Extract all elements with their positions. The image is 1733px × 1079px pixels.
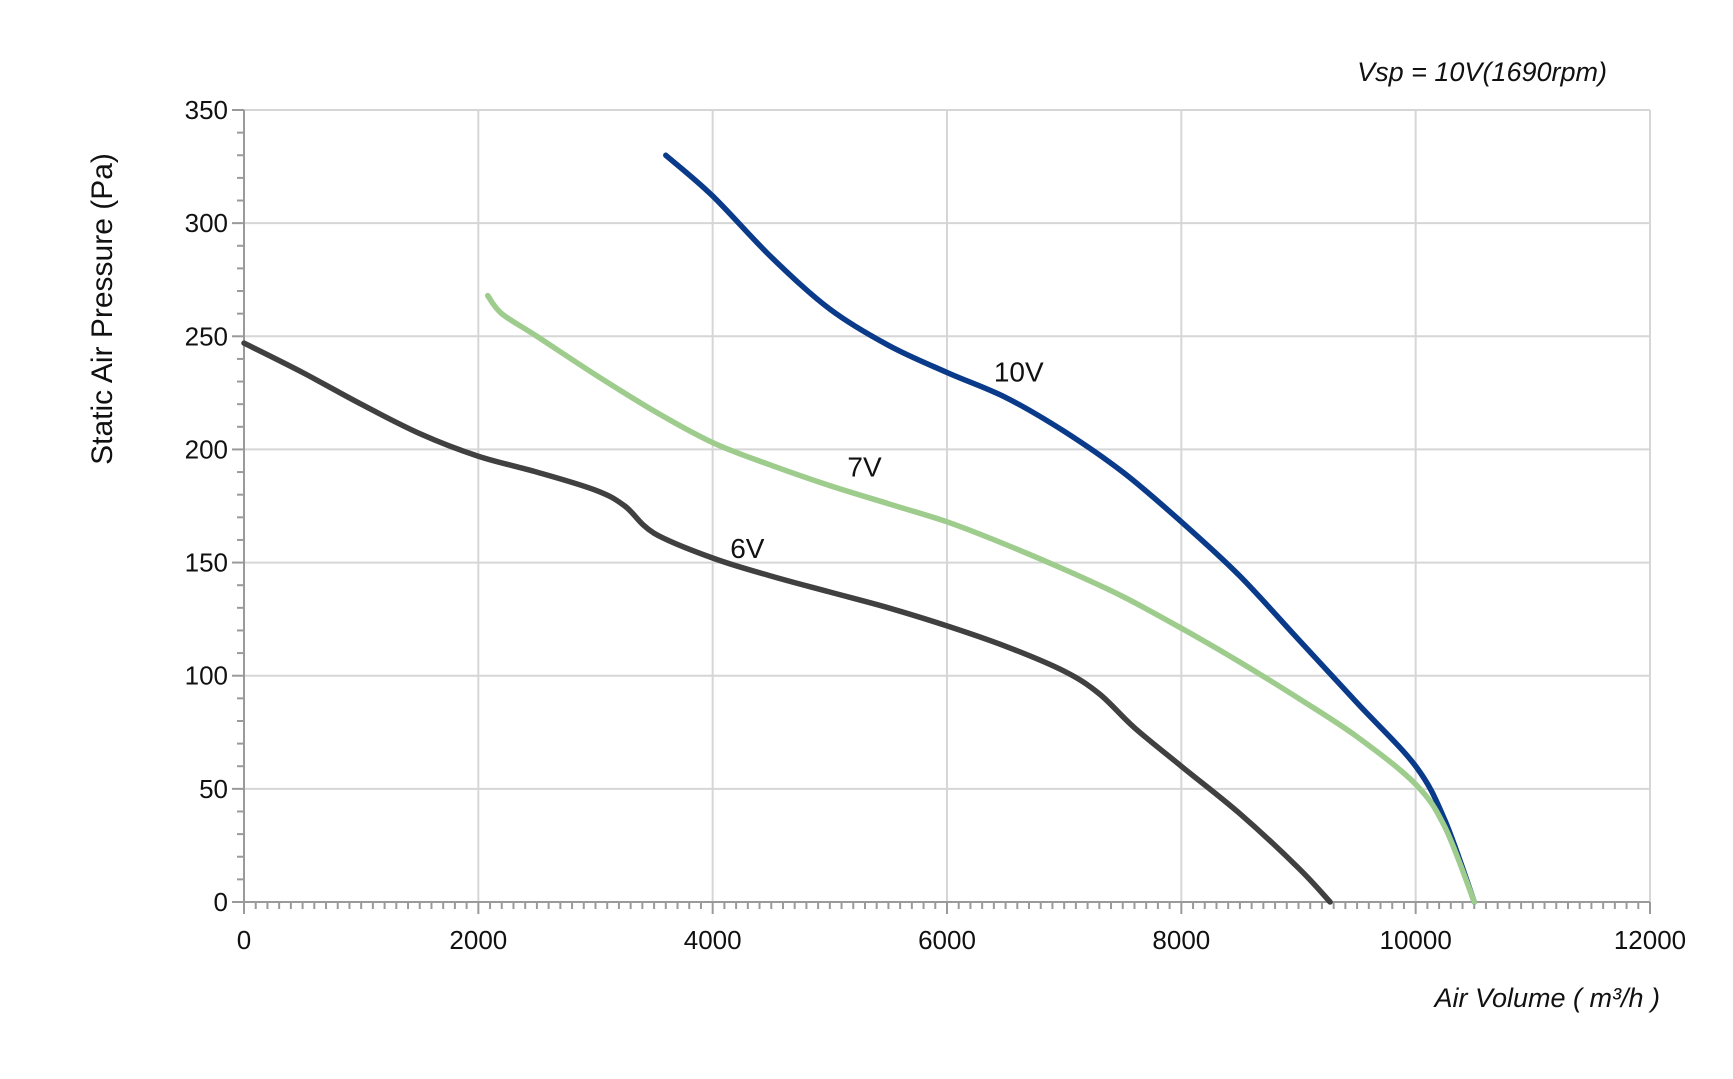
series-label-7v: 7V bbox=[847, 452, 882, 483]
x-axis-title: Air Volume ( m³/h ) bbox=[1432, 983, 1660, 1013]
y-tick-label: 50 bbox=[199, 774, 228, 804]
series-line-7v bbox=[484, 292, 1478, 905]
axes: 0 50 100 150 200 250 300 350 0 2000 4000 6000 8000 10… bbox=[185, 95, 1687, 955]
x-tick-label: 6000 bbox=[918, 925, 976, 955]
series-line-6v bbox=[241, 340, 1333, 905]
x-tick-label: 2000 bbox=[449, 925, 507, 955]
y-tick-label: 200 bbox=[185, 434, 228, 464]
x-tick-label: 12000 bbox=[1614, 925, 1686, 955]
series-label-6v: 6V bbox=[730, 533, 765, 564]
y-tick-label: 250 bbox=[185, 321, 228, 351]
y-tick-label: 150 bbox=[185, 548, 228, 578]
chart-subtitle: Vsp = 10V(1690rpm) bbox=[1357, 57, 1607, 87]
y-tick-label: 300 bbox=[185, 208, 228, 238]
x-tick-label: 8000 bbox=[1152, 925, 1210, 955]
x-tick-label: 10000 bbox=[1380, 925, 1452, 955]
series-lines bbox=[241, 152, 1478, 905]
series-labels: 10V 7V 6V bbox=[730, 357, 1044, 565]
x-tick-label: 4000 bbox=[684, 925, 742, 955]
y-tick-label: 100 bbox=[185, 661, 228, 691]
y-tick-label: 0 bbox=[214, 887, 228, 917]
series-line-10v bbox=[663, 152, 1478, 905]
y-tick-label: 350 bbox=[185, 95, 228, 125]
grid bbox=[244, 109, 1651, 902]
y-axis-title: Static Air Pressure (Pa) bbox=[86, 153, 119, 465]
series-label-10v: 10V bbox=[994, 357, 1044, 388]
x-tick-label: 0 bbox=[237, 925, 251, 955]
